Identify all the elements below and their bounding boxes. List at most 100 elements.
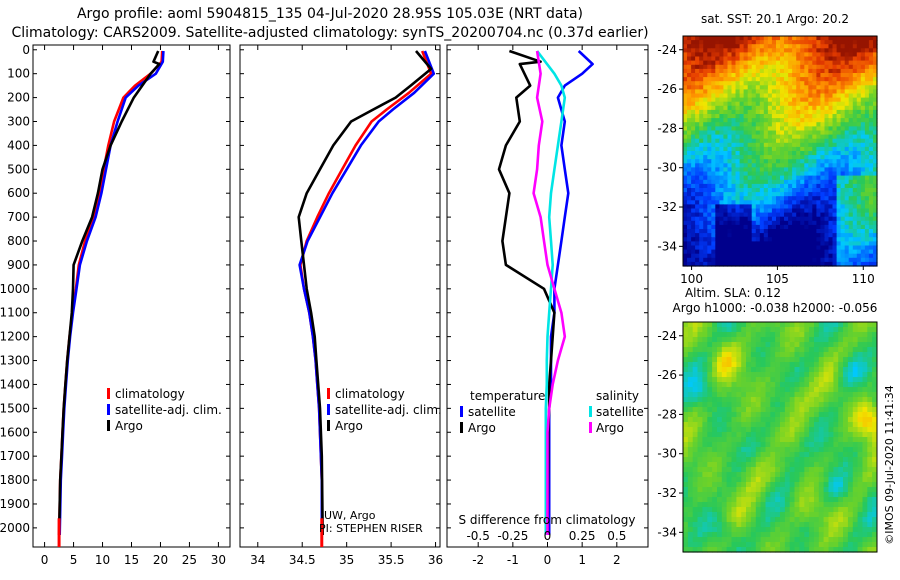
heatmap-cell xyxy=(731,447,737,453)
heatmap-cell xyxy=(695,68,700,74)
heatmap-cell xyxy=(683,229,688,234)
heatmap-cell xyxy=(838,502,844,508)
heatmap-cell xyxy=(862,402,868,408)
heatmap-cell xyxy=(731,163,737,168)
heatmap-cell xyxy=(735,105,741,111)
heatmap-cell xyxy=(735,48,741,53)
heatmap-cell xyxy=(847,542,854,548)
heatmap-cell xyxy=(731,412,737,418)
heatmap-cell xyxy=(868,208,874,214)
heatmap-cell xyxy=(788,249,793,255)
heatmap-cell xyxy=(836,163,842,168)
heatmap-cell xyxy=(808,241,813,247)
heatmap-cell xyxy=(862,422,868,428)
heatmap-cell xyxy=(840,36,846,41)
heatmap-cell xyxy=(812,52,817,58)
heatmap-cell xyxy=(780,192,785,197)
heatmap-cell xyxy=(823,457,829,463)
heatmap-cell xyxy=(838,402,844,408)
heatmap-cell xyxy=(814,347,820,353)
heatmap-cell xyxy=(699,196,704,201)
heatmap-cell xyxy=(804,422,810,428)
heatmap-cell xyxy=(784,362,791,368)
heatmap-cell xyxy=(824,167,830,173)
heatmap-cell xyxy=(836,105,842,111)
heatmap-cell xyxy=(840,159,846,164)
heatmap-cell xyxy=(750,387,757,393)
heatmap-cell xyxy=(692,487,699,493)
heatmap-cell xyxy=(780,382,786,388)
heatmap-cell xyxy=(707,249,712,255)
heatmap-cell xyxy=(687,382,694,388)
heatmap-cell xyxy=(856,93,862,99)
heatmap-cell xyxy=(873,212,878,218)
heatmap-cell xyxy=(731,204,737,210)
heatmap-cell xyxy=(775,497,781,503)
heatmap-cell xyxy=(828,237,834,242)
heatmap-cell xyxy=(726,472,732,478)
heatmap-cell xyxy=(836,89,842,95)
heatmap-cell xyxy=(707,542,713,548)
heatmap-cell xyxy=(812,183,817,189)
heatmap-cell xyxy=(780,237,785,242)
heatmap-cell xyxy=(824,122,830,127)
heatmap-cell xyxy=(687,442,694,448)
heatmap-cell xyxy=(780,245,785,251)
heatmap-cell xyxy=(856,56,862,62)
heatmap-cell xyxy=(780,432,786,438)
heatmap-cell xyxy=(726,467,732,473)
heatmap-cell xyxy=(703,245,708,251)
heatmap-cell xyxy=(767,89,773,95)
heatmap-cell xyxy=(687,392,694,398)
heatmap-cell xyxy=(832,105,838,111)
heatmap-cell xyxy=(775,532,781,538)
heatmap-cell xyxy=(799,397,805,403)
heatmap-cell xyxy=(760,392,766,398)
legend-header-salinity: salinity xyxy=(596,389,639,403)
heatmap-cell xyxy=(823,537,829,543)
heatmap-cell xyxy=(687,342,694,348)
heatmap-cell xyxy=(702,367,708,373)
heatmap-cell xyxy=(796,151,801,156)
heatmap-cell xyxy=(836,249,842,255)
heatmap-cell xyxy=(771,85,777,90)
heatmap-cell xyxy=(755,109,761,115)
heatmap-cell xyxy=(683,452,689,458)
heatmap-cell xyxy=(721,527,728,533)
heatmap-cell xyxy=(712,417,718,423)
heatmap-cell xyxy=(868,101,874,107)
heatmap-cell xyxy=(723,233,728,238)
heatmap-cell xyxy=(809,322,815,328)
heatmap-cell xyxy=(739,60,745,66)
heatmap-cell xyxy=(814,382,820,388)
heatmap-cell xyxy=(763,48,769,53)
heatmap-cell xyxy=(812,233,817,238)
heatmap-cell xyxy=(852,437,859,443)
heatmap-cell xyxy=(763,171,769,177)
heatmap-cell xyxy=(780,477,786,483)
heatmap-cell xyxy=(691,253,696,259)
heatmap-cell xyxy=(763,188,769,193)
heatmap-cell xyxy=(739,188,745,193)
heatmap-cell xyxy=(808,114,813,119)
heatmap-cell xyxy=(687,402,694,408)
heatmap-cell xyxy=(721,392,728,398)
heatmap-cell xyxy=(703,175,708,181)
heatmap-cell xyxy=(711,40,716,45)
heatmap-cell xyxy=(788,224,793,230)
heatmap-cell xyxy=(759,159,765,164)
heatmap-cell xyxy=(743,241,749,247)
heatmap-cell xyxy=(747,97,753,103)
heatmap-cell xyxy=(864,85,870,90)
heatmap-cell xyxy=(695,44,700,49)
heatmap-cell xyxy=(683,402,689,408)
heatmap-cell xyxy=(760,337,766,343)
heatmap-cell xyxy=(816,130,821,136)
heatmap-cell xyxy=(832,48,838,53)
heatmap-cell xyxy=(804,412,810,418)
heatmap-cell xyxy=(780,517,786,523)
heatmap-cell xyxy=(763,224,769,230)
heatmap-cell xyxy=(788,44,793,49)
heatmap-cell xyxy=(872,452,878,458)
heatmap-cell xyxy=(687,427,694,433)
